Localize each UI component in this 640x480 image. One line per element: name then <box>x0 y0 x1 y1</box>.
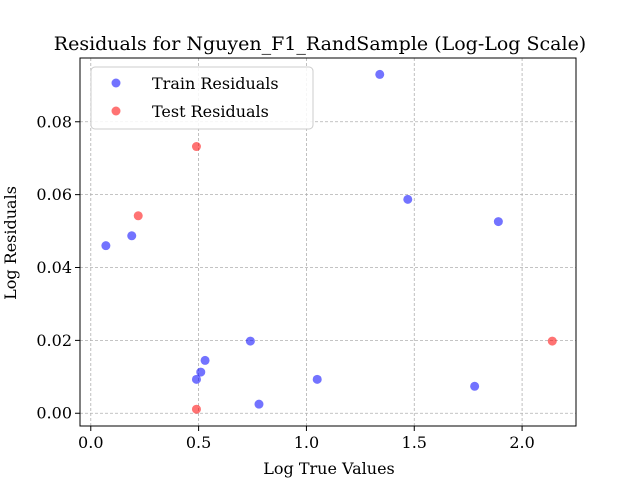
train-residual-point <box>101 241 111 251</box>
y-tick-label: 0.02 <box>36 331 72 350</box>
legend-label-train: Train Residuals <box>152 74 279 93</box>
plot-frame <box>79 57 577 427</box>
x-axis-label: Log True Values <box>263 459 395 478</box>
y-tick-label: 0.00 <box>36 404 72 423</box>
train-residual-point <box>191 374 201 384</box>
train-residual-point <box>254 399 264 409</box>
train-residual-point <box>127 231 137 241</box>
test-residual-point <box>191 142 201 152</box>
train-residual-point <box>200 355 210 365</box>
data-points <box>101 69 557 414</box>
legend-box <box>90 66 314 130</box>
train-residual-point <box>375 69 385 79</box>
train-residual-point <box>312 374 322 384</box>
y-tick-label: 0.08 <box>36 112 72 131</box>
y-tick-label: 0.06 <box>36 185 72 204</box>
train-residual-point <box>470 381 480 391</box>
legend-marker-test <box>111 106 121 116</box>
test-residual-point <box>191 404 201 414</box>
x-tick-label: 0.0 <box>78 433 103 452</box>
train-residual-point <box>493 217 503 227</box>
x-tick-label: 1.5 <box>402 433 427 452</box>
test-residual-point <box>133 211 143 221</box>
test-residual-point <box>547 336 557 346</box>
x-tick-label: 2.0 <box>509 433 534 452</box>
chart-title: Residuals for Nguyen_F1_RandSample (Log-… <box>54 33 586 55</box>
axis-ticks: 0.0 0.5 1.0 1.5 2.0 0.00 0.02 0.04 0.06 0.08 <box>36 112 534 452</box>
train-residual-point <box>196 367 206 377</box>
train-residual-point <box>403 194 413 204</box>
legend: Train Residuals Test Residuals <box>90 66 314 130</box>
x-tick-label: 1.0 <box>294 433 319 452</box>
y-axis-label: Log Residuals <box>1 186 20 300</box>
legend-marker-train <box>111 78 121 88</box>
train-residual-point <box>245 336 255 346</box>
y-tick-label: 0.04 <box>36 258 72 277</box>
x-tick-label: 0.5 <box>186 433 211 452</box>
legend-label-test: Test Residuals <box>152 102 269 121</box>
